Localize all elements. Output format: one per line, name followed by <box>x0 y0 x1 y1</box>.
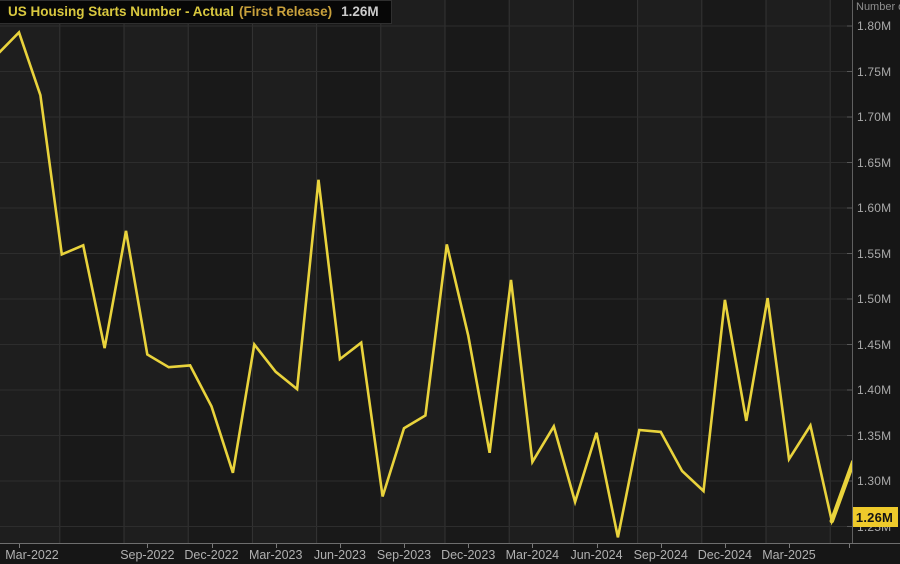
y-axis-title: Number o <box>856 1 900 13</box>
x-axis-tick <box>19 544 20 548</box>
x-axis-tick <box>596 544 598 548</box>
x-tick-label: Sep-2022 <box>120 548 175 562</box>
chart-canvas <box>0 0 852 543</box>
x-axis: Mar-2022 Sep-2022 Dec-2022 Mar-2023 Jun-2023… <box>0 543 900 564</box>
x-tick-label: Jun-2023 <box>313 548 366 562</box>
x-tick-label: Dec-2022 <box>184 548 239 562</box>
x-axis-tick <box>211 544 213 548</box>
plot-area: US Housing Starts Number - Actual (First… <box>0 0 852 543</box>
x-axis-tick <box>339 544 341 548</box>
x-axis-tick <box>147 544 149 548</box>
background-band <box>381 0 445 543</box>
housing-starts-line <box>0 29 852 538</box>
x-tick-label: Mar-2024 <box>505 548 560 562</box>
y-tick-label: 1.35M <box>857 428 892 443</box>
x-axis-tick <box>849 544 850 548</box>
x-axis-tick <box>532 544 534 548</box>
x-tick-label: Mar-2022 <box>5 548 59 562</box>
x-axis-tick <box>404 544 405 548</box>
x-tick-label: Sep-2024 <box>633 548 688 562</box>
y-tick-label: 1.65M <box>857 155 892 170</box>
y-tick-label: 1.50M <box>857 292 892 306</box>
background-band <box>638 0 702 543</box>
series-last-value: 1.26M <box>341 4 379 19</box>
y-tick-label: 1.60M <box>857 201 892 215</box>
x-tick-label: Jun-2024 <box>570 548 623 562</box>
x-axis-tick <box>660 544 662 548</box>
y-tick-label: 1.75M <box>857 64 892 79</box>
background-band <box>252 0 316 543</box>
y-tick-label: 1.40M <box>857 383 892 397</box>
last-segment-highlight <box>829 460 852 524</box>
x-tick-label: Dec-2024 <box>697 548 752 562</box>
last-value-badge: 1.26M <box>853 507 898 528</box>
x-axis-tick <box>724 544 726 548</box>
series-label: US Housing Starts Number - Actual <box>8 4 235 19</box>
x-tick-label: Dec-2023 <box>441 548 496 562</box>
x-axis-tick <box>275 544 277 548</box>
x-tick-label: Mar-2025 <box>762 548 816 562</box>
background-band <box>0 0 60 543</box>
x-axis-tick <box>468 544 470 548</box>
y-tick-label: 1.80M <box>857 19 892 33</box>
y-tick-label: 1.30M <box>857 474 892 488</box>
y-tick-label: 1.70M <box>857 110 892 124</box>
background-band <box>766 0 830 543</box>
x-tick-label: Sep-2023 <box>376 548 432 562</box>
series-qualifier: (First Release) <box>239 4 333 19</box>
y-tick-label: 1.55M <box>857 246 892 261</box>
y-tick-label: 1.45M <box>857 337 892 352</box>
chart-legend: US Housing Starts Number - Actual (First… <box>0 0 392 24</box>
x-axis-tick <box>789 544 790 548</box>
x-tick-label: Mar-2023 <box>248 548 303 562</box>
y-axis: Number o 1.26M 1.80M 1.75M 1.70M 1.65M 1.60M… <box>852 0 900 543</box>
